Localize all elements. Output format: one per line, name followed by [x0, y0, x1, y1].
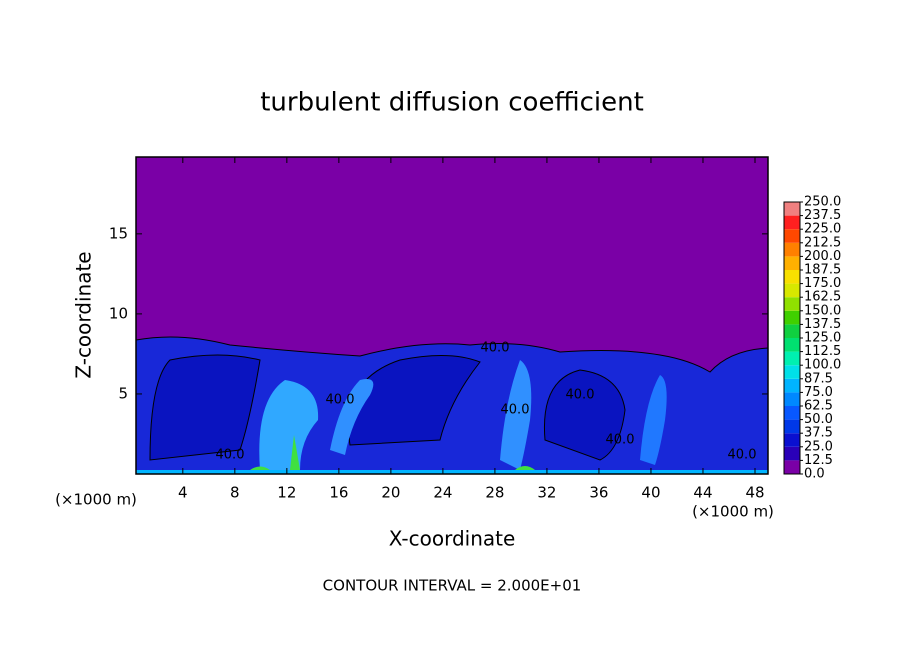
x-unit-label: (×1000 m) [692, 503, 774, 521]
colorbar-band [784, 324, 800, 338]
x-tick-label: 4 [178, 484, 188, 502]
colorbar-label: 12.5 [804, 453, 833, 468]
colorbar-label: 62.5 [804, 399, 833, 414]
colorbar-label: 212.5 [804, 235, 841, 250]
colorbar-label: 0.0 [804, 467, 825, 482]
colorbar-label: 75.0 [804, 385, 833, 400]
colorbar-band [784, 229, 800, 243]
y-tick-label: 5 [118, 384, 128, 402]
colorbar-label: 37.5 [804, 426, 833, 441]
contour-field [135, 157, 769, 475]
contour-label: 40.0 [606, 433, 635, 448]
x-tick-label: 16 [329, 484, 348, 502]
colorbar-band [784, 419, 800, 434]
contour-fill [500, 360, 532, 470]
contour-fill [543, 369, 626, 461]
colorbar-label: 112.5 [804, 344, 841, 359]
colorbar-label: 137.5 [804, 317, 841, 332]
x-tick-label: 8 [230, 484, 240, 502]
x-tick-label: 36 [589, 484, 608, 502]
colorbar-band [784, 406, 800, 420]
colorbar-label: 125.0 [804, 331, 841, 346]
colorbar-band [784, 446, 800, 461]
contour-label: 40.0 [326, 393, 355, 408]
contour-label: 40.0 [216, 448, 245, 463]
contour-label: 40.0 [481, 341, 510, 356]
colorbar-band [784, 378, 800, 393]
colorbar-band [784, 433, 800, 447]
annotation: CONTOUR INTERVAL = 2.000E+01 [323, 577, 582, 595]
colorbar-band [784, 283, 800, 298]
colorbar-label: 87.5 [804, 371, 833, 386]
colorbar-label: 100.0 [804, 358, 841, 373]
x-tick-label: 24 [433, 484, 452, 502]
contour-fill [290, 435, 300, 470]
contour-label: 40.0 [501, 403, 530, 418]
x-axis-label: X-coordinate [389, 527, 516, 551]
colorbar-label: 25.0 [804, 439, 833, 454]
colorbar-band [784, 270, 800, 284]
x-tick-label: 12 [277, 484, 296, 502]
x-tick-label: 32 [537, 484, 556, 502]
colorbar-label: 162.5 [804, 290, 841, 305]
colorbar-band [784, 338, 800, 352]
y-tick-label: 10 [109, 304, 128, 322]
contour-fill [330, 379, 374, 455]
plot-frame [135, 156, 769, 475]
x-tick-label: 20 [381, 484, 400, 502]
contour-fill [136, 470, 768, 474]
colorbar-label: 250.0 [804, 195, 841, 210]
colorbar-band [784, 460, 800, 474]
colorbar-band [784, 310, 800, 325]
colorbar-label: 150.0 [804, 303, 841, 318]
chart-title: turbulent diffusion coefficient [260, 88, 644, 118]
colorbar-band [784, 242, 800, 257]
contour-fill [515, 466, 535, 470]
contour-label: 40.0 [728, 448, 757, 463]
x-tick-label: 48 [745, 484, 764, 502]
x-unit-label: (×1000 m) [55, 491, 137, 509]
colorbar-label: 187.5 [804, 263, 841, 278]
colorbar-label: 200.0 [804, 249, 841, 264]
colorbar-band [784, 215, 800, 230]
colorbar-band [784, 202, 800, 216]
colorbar-band [784, 365, 800, 379]
contour-label: 40.0 [566, 388, 595, 403]
contour-fill [640, 375, 667, 465]
contour-fill [250, 466, 270, 470]
colorbar-label: 237.5 [804, 208, 841, 223]
y-tick-label: 15 [109, 224, 128, 242]
colorbar-band [784, 351, 800, 366]
colorbar-band [784, 392, 800, 406]
contour-fill [259, 380, 319, 470]
y-axis-label: Z-coordinate [72, 251, 96, 378]
colorbar-band [784, 297, 800, 311]
x-tick-label: 28 [485, 484, 504, 502]
colorbar-label: 50.0 [804, 412, 833, 427]
colorbar-label: 175.0 [804, 276, 841, 291]
colorbar-band [784, 256, 800, 270]
contour-fill [149, 354, 261, 461]
x-tick-label: 44 [693, 484, 712, 502]
colorbar-label: 225.0 [804, 222, 841, 237]
x-tick-label: 40 [641, 484, 660, 502]
